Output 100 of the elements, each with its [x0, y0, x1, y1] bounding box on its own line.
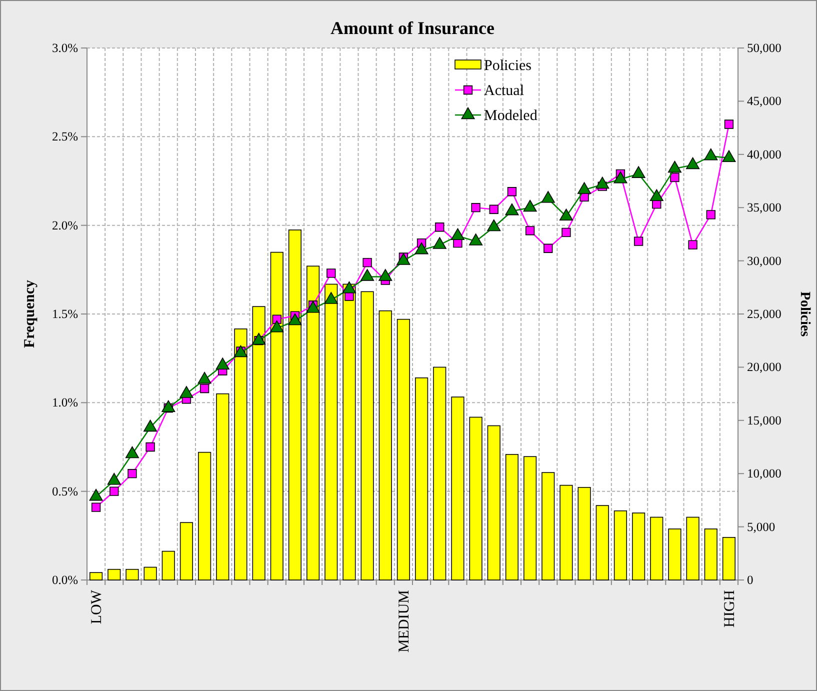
point	[523, 200, 537, 212]
bar	[578, 487, 591, 580]
point	[722, 150, 736, 162]
legend-label: Policies	[484, 58, 532, 74]
point	[507, 187, 517, 196]
y-tick-label: 1.0%	[52, 396, 78, 410]
bar	[216, 393, 230, 580]
point	[272, 314, 282, 324]
bar	[144, 566, 157, 580]
bar	[162, 550, 175, 580]
point	[471, 203, 480, 212]
point	[110, 486, 119, 496]
point	[614, 171, 628, 184]
y2-tick-label: 25,000	[747, 307, 782, 321]
point	[342, 281, 356, 294]
point	[198, 372, 212, 384]
point	[306, 300, 320, 313]
bar	[324, 284, 338, 580]
point	[270, 320, 284, 332]
y2-tick-label: 5,000	[747, 520, 776, 534]
legend-label: Actual	[484, 83, 524, 99]
point	[89, 488, 103, 501]
y2-tick-label: 30,000	[747, 254, 782, 268]
point	[578, 182, 592, 194]
bar	[469, 416, 482, 580]
point	[324, 292, 338, 304]
point	[288, 313, 302, 326]
bar	[487, 425, 500, 580]
point	[234, 345, 248, 358]
bar	[396, 318, 410, 580]
bar	[523, 456, 537, 580]
point	[91, 502, 101, 512]
y-tick-label: 2.0%	[52, 218, 78, 232]
point	[724, 120, 734, 129]
point	[396, 253, 410, 265]
y2-tick-label: 10,000	[747, 466, 782, 481]
point	[200, 384, 210, 394]
point	[326, 268, 336, 278]
x-tick-label: LOW	[89, 589, 106, 624]
legend-label: Modeled	[484, 108, 538, 124]
point	[180, 386, 194, 398]
bar	[360, 291, 374, 580]
bar	[542, 472, 555, 580]
x-tick-label: MEDIUM	[396, 590, 412, 652]
y-tick-label: 2.5%	[52, 130, 78, 144]
bar	[451, 396, 464, 580]
point	[435, 222, 444, 232]
bar	[722, 537, 736, 580]
point	[704, 148, 718, 160]
point	[362, 258, 372, 268]
bar	[433, 366, 446, 580]
bar	[180, 522, 194, 580]
y-tick-label: 3.0%	[52, 41, 78, 55]
y-tick-label: 1.5%	[52, 307, 78, 321]
y2-tick-label: 40,000	[747, 147, 782, 162]
point	[688, 240, 698, 250]
point	[670, 172, 680, 182]
point	[596, 176, 610, 189]
x-tick-label: HIGH	[722, 590, 738, 628]
y2-tick-label: 20,000	[747, 360, 782, 374]
y2-tick-label: 35,000	[747, 200, 782, 215]
point	[144, 420, 158, 432]
point	[544, 244, 553, 253]
point	[668, 160, 682, 173]
bar	[108, 568, 121, 580]
point	[414, 242, 428, 254]
y-axis-title: Frequency	[22, 279, 38, 348]
point	[432, 237, 446, 249]
point	[360, 269, 374, 281]
point	[634, 236, 644, 246]
y2-tick-label: 15,000	[747, 413, 782, 428]
point	[216, 358, 230, 370]
point	[487, 219, 501, 232]
point	[650, 189, 664, 202]
y-tick-label: 0.0%	[52, 573, 78, 587]
bar	[306, 266, 320, 580]
chart-title: Amount of Insurance	[330, 18, 495, 38]
bar	[89, 572, 103, 580]
point	[706, 210, 716, 220]
point	[469, 234, 483, 246]
bar	[704, 528, 718, 580]
bar	[126, 568, 139, 580]
point	[686, 157, 700, 170]
bar	[198, 452, 212, 580]
point	[378, 269, 392, 281]
y2-axis-title: Policies	[797, 291, 812, 338]
bar	[252, 306, 266, 580]
point	[450, 228, 464, 240]
bar	[270, 252, 284, 580]
bar	[505, 454, 519, 580]
point	[541, 190, 555, 203]
bar	[414, 377, 428, 580]
bar	[632, 512, 646, 580]
point	[252, 332, 266, 345]
point	[562, 228, 571, 238]
point	[146, 442, 155, 452]
bar	[668, 528, 682, 580]
point	[632, 166, 646, 178]
bar	[378, 310, 392, 580]
bar	[234, 328, 248, 580]
